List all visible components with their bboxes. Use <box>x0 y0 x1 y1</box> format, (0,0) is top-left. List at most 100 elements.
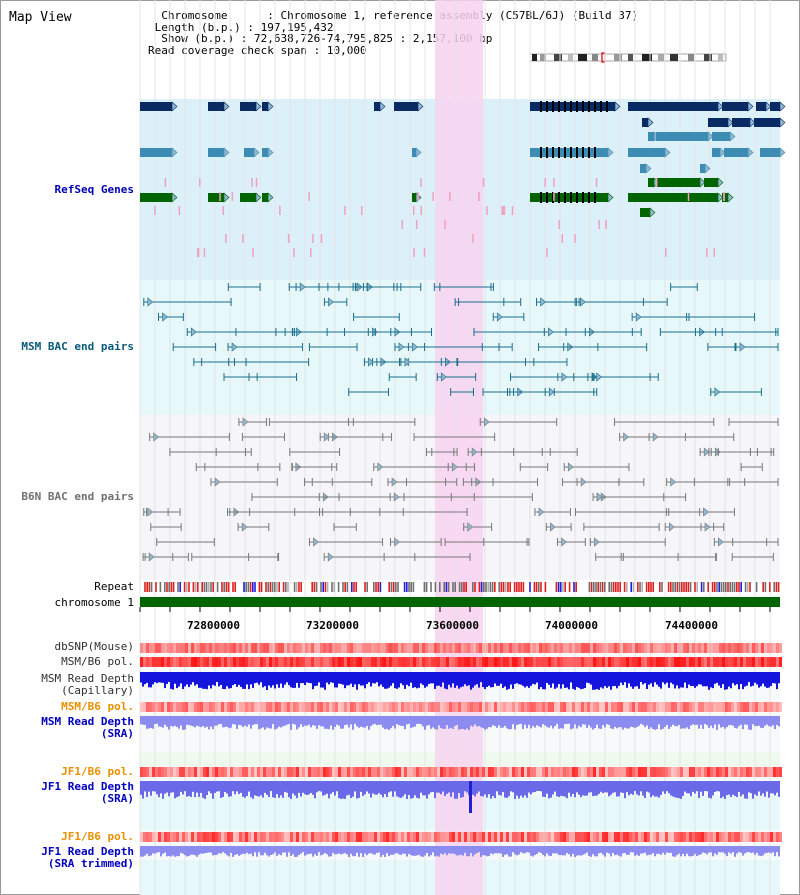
depth-bar <box>434 672 436 689</box>
depth-bar <box>160 716 162 727</box>
depth-bar <box>450 716 452 728</box>
heat-cell <box>692 702 695 712</box>
repeat-mark <box>513 582 516 592</box>
depth-bar <box>584 846 586 854</box>
pink-mark <box>420 206 422 215</box>
heat-cell <box>179 657 182 667</box>
heat-cell <box>215 767 218 777</box>
track-label-repeat[interactable]: Repeat <box>94 580 134 593</box>
depth-bar <box>700 846 702 855</box>
track-label-jf1-depth-sra[interactable]: JF1 Read Depth <box>41 780 134 793</box>
track-label-refseq[interactable]: RefSeq Genes <box>54 183 134 196</box>
depth-bar <box>368 672 370 683</box>
depth-bar <box>170 716 172 727</box>
depth-bar <box>684 716 686 729</box>
depth-bar <box>602 846 604 855</box>
repeat-mark <box>172 582 175 592</box>
heat-cell <box>659 643 662 653</box>
repeat-mark <box>247 582 250 592</box>
depth-bar <box>240 672 242 687</box>
pink-mark <box>415 220 418 229</box>
track-label-jf1-depth-trimmed[interactable]: JF1 Read Depth <box>41 845 134 858</box>
depth-bar <box>296 672 298 683</box>
repeat-mark <box>452 582 454 592</box>
heat-cell <box>254 767 257 777</box>
depth-bar <box>510 672 512 685</box>
heat-cell <box>152 767 155 777</box>
repeat-mark <box>353 582 355 592</box>
heat-cell <box>647 643 650 653</box>
heat-cell <box>473 832 476 842</box>
track-label-b6n-bac[interactable]: B6N BAC end pairs <box>21 490 134 503</box>
depth-bar <box>156 672 158 684</box>
heat-cell <box>449 832 452 842</box>
repeat-mark <box>210 582 212 592</box>
heatmap-tracks <box>140 643 782 842</box>
depth-bar <box>402 846 404 854</box>
depth-bar <box>664 716 666 727</box>
heat-cell <box>215 832 218 842</box>
heat-cell <box>770 657 773 667</box>
heat-cell <box>767 702 770 712</box>
heat-cell <box>497 767 500 777</box>
heat-cell <box>725 767 728 777</box>
heat-cell <box>299 832 302 842</box>
track-label-jf1-b6-pol[interactable]: JF1/B6 pol. <box>61 765 134 778</box>
repeat-mark <box>282 582 285 592</box>
heat-cell <box>647 657 650 667</box>
heat-cell <box>170 767 173 777</box>
depth-bar <box>440 781 442 795</box>
track-label-msm-b6-pol[interactable]: MSM/B6 pol. <box>61 655 134 668</box>
heat-cell <box>662 702 665 712</box>
heat-cell <box>575 832 578 842</box>
chromosome-ideogram[interactable] <box>528 52 728 64</box>
pink-mark <box>251 178 253 187</box>
bac-end-arrow <box>467 522 474 532</box>
heat-cell <box>293 832 296 842</box>
depth-bar <box>494 672 496 684</box>
heat-cell <box>542 702 545 712</box>
track-label-jf1-b6-pol-2[interactable]: JF1/B6 pol. <box>61 830 134 843</box>
depth-bar <box>446 781 448 794</box>
repeat-mark <box>652 582 654 592</box>
depth-bar <box>202 672 204 689</box>
pink-mark <box>553 178 555 187</box>
heat-cell <box>164 832 167 842</box>
depth-bar <box>338 846 340 854</box>
heat-cell <box>275 643 278 653</box>
depth-bar <box>662 846 664 853</box>
heat-cell <box>605 832 608 842</box>
depth-bar <box>266 672 268 690</box>
depth-bar <box>622 846 624 854</box>
depth-bar <box>406 846 408 857</box>
depth-bar <box>572 716 574 729</box>
heat-cell <box>443 643 446 653</box>
heat-cell <box>215 702 218 712</box>
heat-cell <box>248 643 251 653</box>
depth-bar <box>414 846 416 856</box>
depth-bar <box>678 781 680 799</box>
depth-bar <box>150 846 152 856</box>
heat-cell <box>242 657 245 667</box>
track-label-msm-depth-sra[interactable]: MSM Read Depth <box>41 715 134 728</box>
depth-bar <box>364 781 366 795</box>
bac-end-arrow <box>391 477 398 487</box>
track-label-msm-bac[interactable]: MSM BAC end pairs <box>21 340 134 353</box>
depth-bar <box>378 672 380 687</box>
depth-bar <box>356 846 358 853</box>
track-label-dbsnp[interactable]: dbSNP(Mouse) <box>54 640 134 653</box>
heat-cell <box>620 643 623 653</box>
repeat-mark <box>505 582 507 592</box>
heat-cell <box>632 832 635 842</box>
depth-bar <box>546 846 548 854</box>
depth-bar <box>702 846 704 853</box>
heat-cell <box>407 767 410 777</box>
depth-bar <box>498 846 500 854</box>
track-label-msm-b6-pol-2[interactable]: MSM/B6 pol. <box>61 700 134 713</box>
depth-bar <box>180 672 182 684</box>
depth-bar <box>778 672 780 684</box>
track-label-msm-depth-capillary[interactable]: MSM Read Depth <box>41 672 134 685</box>
gene-block <box>412 148 416 157</box>
depth-bar <box>744 716 746 725</box>
